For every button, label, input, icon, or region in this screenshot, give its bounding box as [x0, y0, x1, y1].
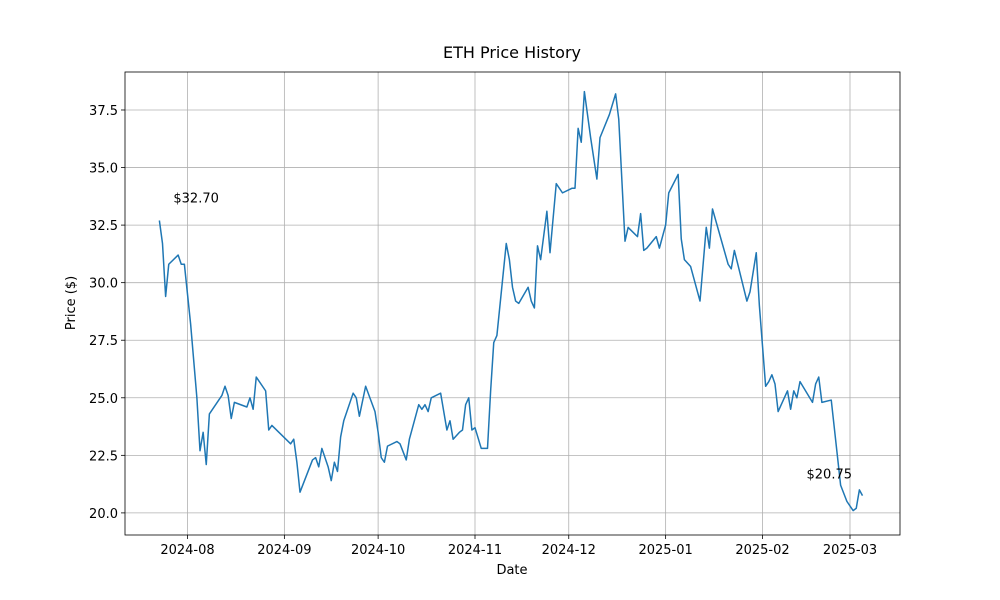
x-tick-label: 2024-12 [542, 543, 596, 558]
price-line [158, 90, 864, 512]
y-tick-label: 37.5 [89, 104, 118, 119]
y-tick-label: 25.0 [89, 392, 118, 407]
x-tick-label: 2024-08 [160, 543, 214, 558]
chart-title: ETH Price History [443, 43, 581, 62]
y-tick-label: 20.0 [89, 507, 118, 522]
annotation: $32.70 [173, 192, 219, 207]
x-tick-label: 2025-02 [735, 543, 789, 558]
x-tick-label: 2024-10 [351, 543, 405, 558]
y-tick-label: 35.0 [89, 162, 118, 177]
y-tick-label: 30.0 [89, 277, 118, 292]
x-tick-label: 2024-09 [257, 543, 311, 558]
x-tick-label: 2025-01 [638, 543, 692, 558]
y-tick-label: 27.5 [89, 334, 118, 349]
y-tick-label: 22.5 [89, 449, 118, 464]
x-tick-label: 2025-03 [823, 543, 877, 558]
x-axis-label: Date [496, 563, 527, 578]
annotation: $20.75 [807, 468, 853, 483]
y-tick-label: 32.5 [89, 219, 118, 234]
plot-frame [124, 71, 901, 536]
x-tick-label: 2024-11 [448, 543, 502, 558]
y-axis-label: Price ($) [64, 276, 79, 330]
